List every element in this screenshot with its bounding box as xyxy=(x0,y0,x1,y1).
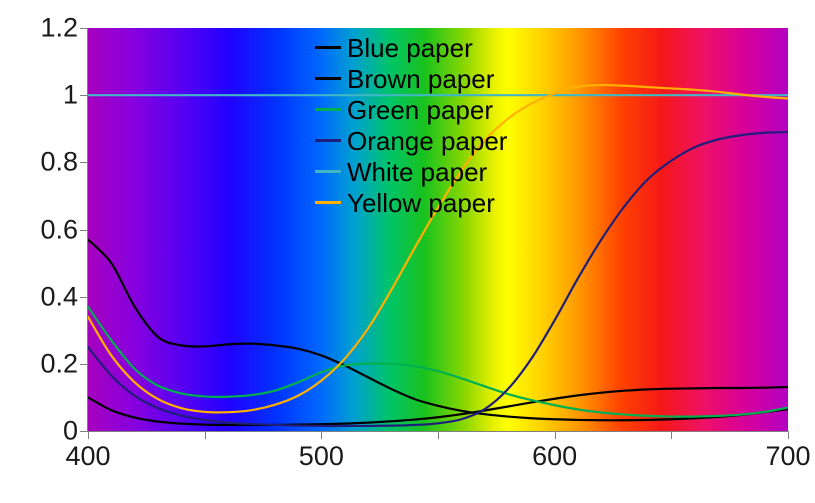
y-tick xyxy=(80,229,88,231)
y-tick xyxy=(80,28,88,29)
plot-area xyxy=(88,28,788,431)
legend-label-orange-paper: Orange paper xyxy=(347,125,508,156)
legend-label-blue-paper: Blue paper xyxy=(347,32,473,63)
x-tick-major xyxy=(88,431,89,439)
legend-swatch-yellow-paper xyxy=(315,201,341,204)
y-tick-label: 0.2 xyxy=(40,348,78,379)
series-line-blue-paper xyxy=(88,238,788,422)
x-tick-label: 600 xyxy=(532,441,578,471)
y-tick-label: 1.2 xyxy=(40,12,78,43)
x-tick-minor xyxy=(671,431,673,439)
chart-legend: Blue paper Brown paper Green paper Orang… xyxy=(315,32,507,218)
y-tick-label: 0 xyxy=(62,415,78,446)
series-line-orange-paper xyxy=(88,131,788,428)
x-tick-major xyxy=(321,431,323,439)
legend-swatch-green-paper xyxy=(315,108,341,111)
series-line-brown-paper xyxy=(88,385,788,427)
legend-item-orange-paper[interactable]: Orange paper xyxy=(315,125,507,156)
legend-item-brown-paper[interactable]: Brown paper xyxy=(315,63,507,94)
series-line-green-paper xyxy=(88,305,788,418)
y-tick xyxy=(80,296,88,298)
x-tick-minor xyxy=(438,431,439,439)
legend-swatch-orange-paper xyxy=(315,139,341,142)
x-tick-label: 400 xyxy=(65,441,111,471)
legend-swatch-white-paper xyxy=(315,170,341,173)
x-tick-label: 500 xyxy=(298,441,344,471)
legend-label-white-paper: White paper xyxy=(347,156,488,187)
x-tick-minor xyxy=(204,431,206,439)
y-tick-label: 0.4 xyxy=(40,281,78,312)
y-tick xyxy=(80,95,88,97)
y-tick-label: 0.6 xyxy=(40,214,78,244)
x-tick-major xyxy=(788,431,789,439)
legend-item-blue-paper[interactable]: Blue paper xyxy=(315,32,507,63)
legend-item-yellow-paper[interactable]: Yellow paper xyxy=(315,187,507,218)
legend-item-white-paper[interactable]: White paper xyxy=(315,156,507,187)
legend-swatch-blue-paper xyxy=(315,46,341,49)
legend-label-brown-paper: Brown paper xyxy=(347,63,495,94)
x-tick-major xyxy=(554,431,556,439)
y-tick xyxy=(80,431,88,432)
legend-label-green-paper: Green paper xyxy=(347,94,493,125)
legend-item-green-paper[interactable]: Green paper xyxy=(315,94,507,125)
series-line-yellow-paper xyxy=(88,83,788,414)
series-curves xyxy=(88,83,788,428)
y-tick xyxy=(80,162,88,164)
x-tick-label: 700 xyxy=(765,441,811,471)
y-tick-label: 0.8 xyxy=(40,146,78,177)
legend-label-yellow-paper: Yellow paper xyxy=(347,187,495,218)
legend-swatch-brown-paper xyxy=(315,77,341,80)
y-tick xyxy=(80,363,88,365)
y-tick-label: 1 xyxy=(62,79,78,110)
